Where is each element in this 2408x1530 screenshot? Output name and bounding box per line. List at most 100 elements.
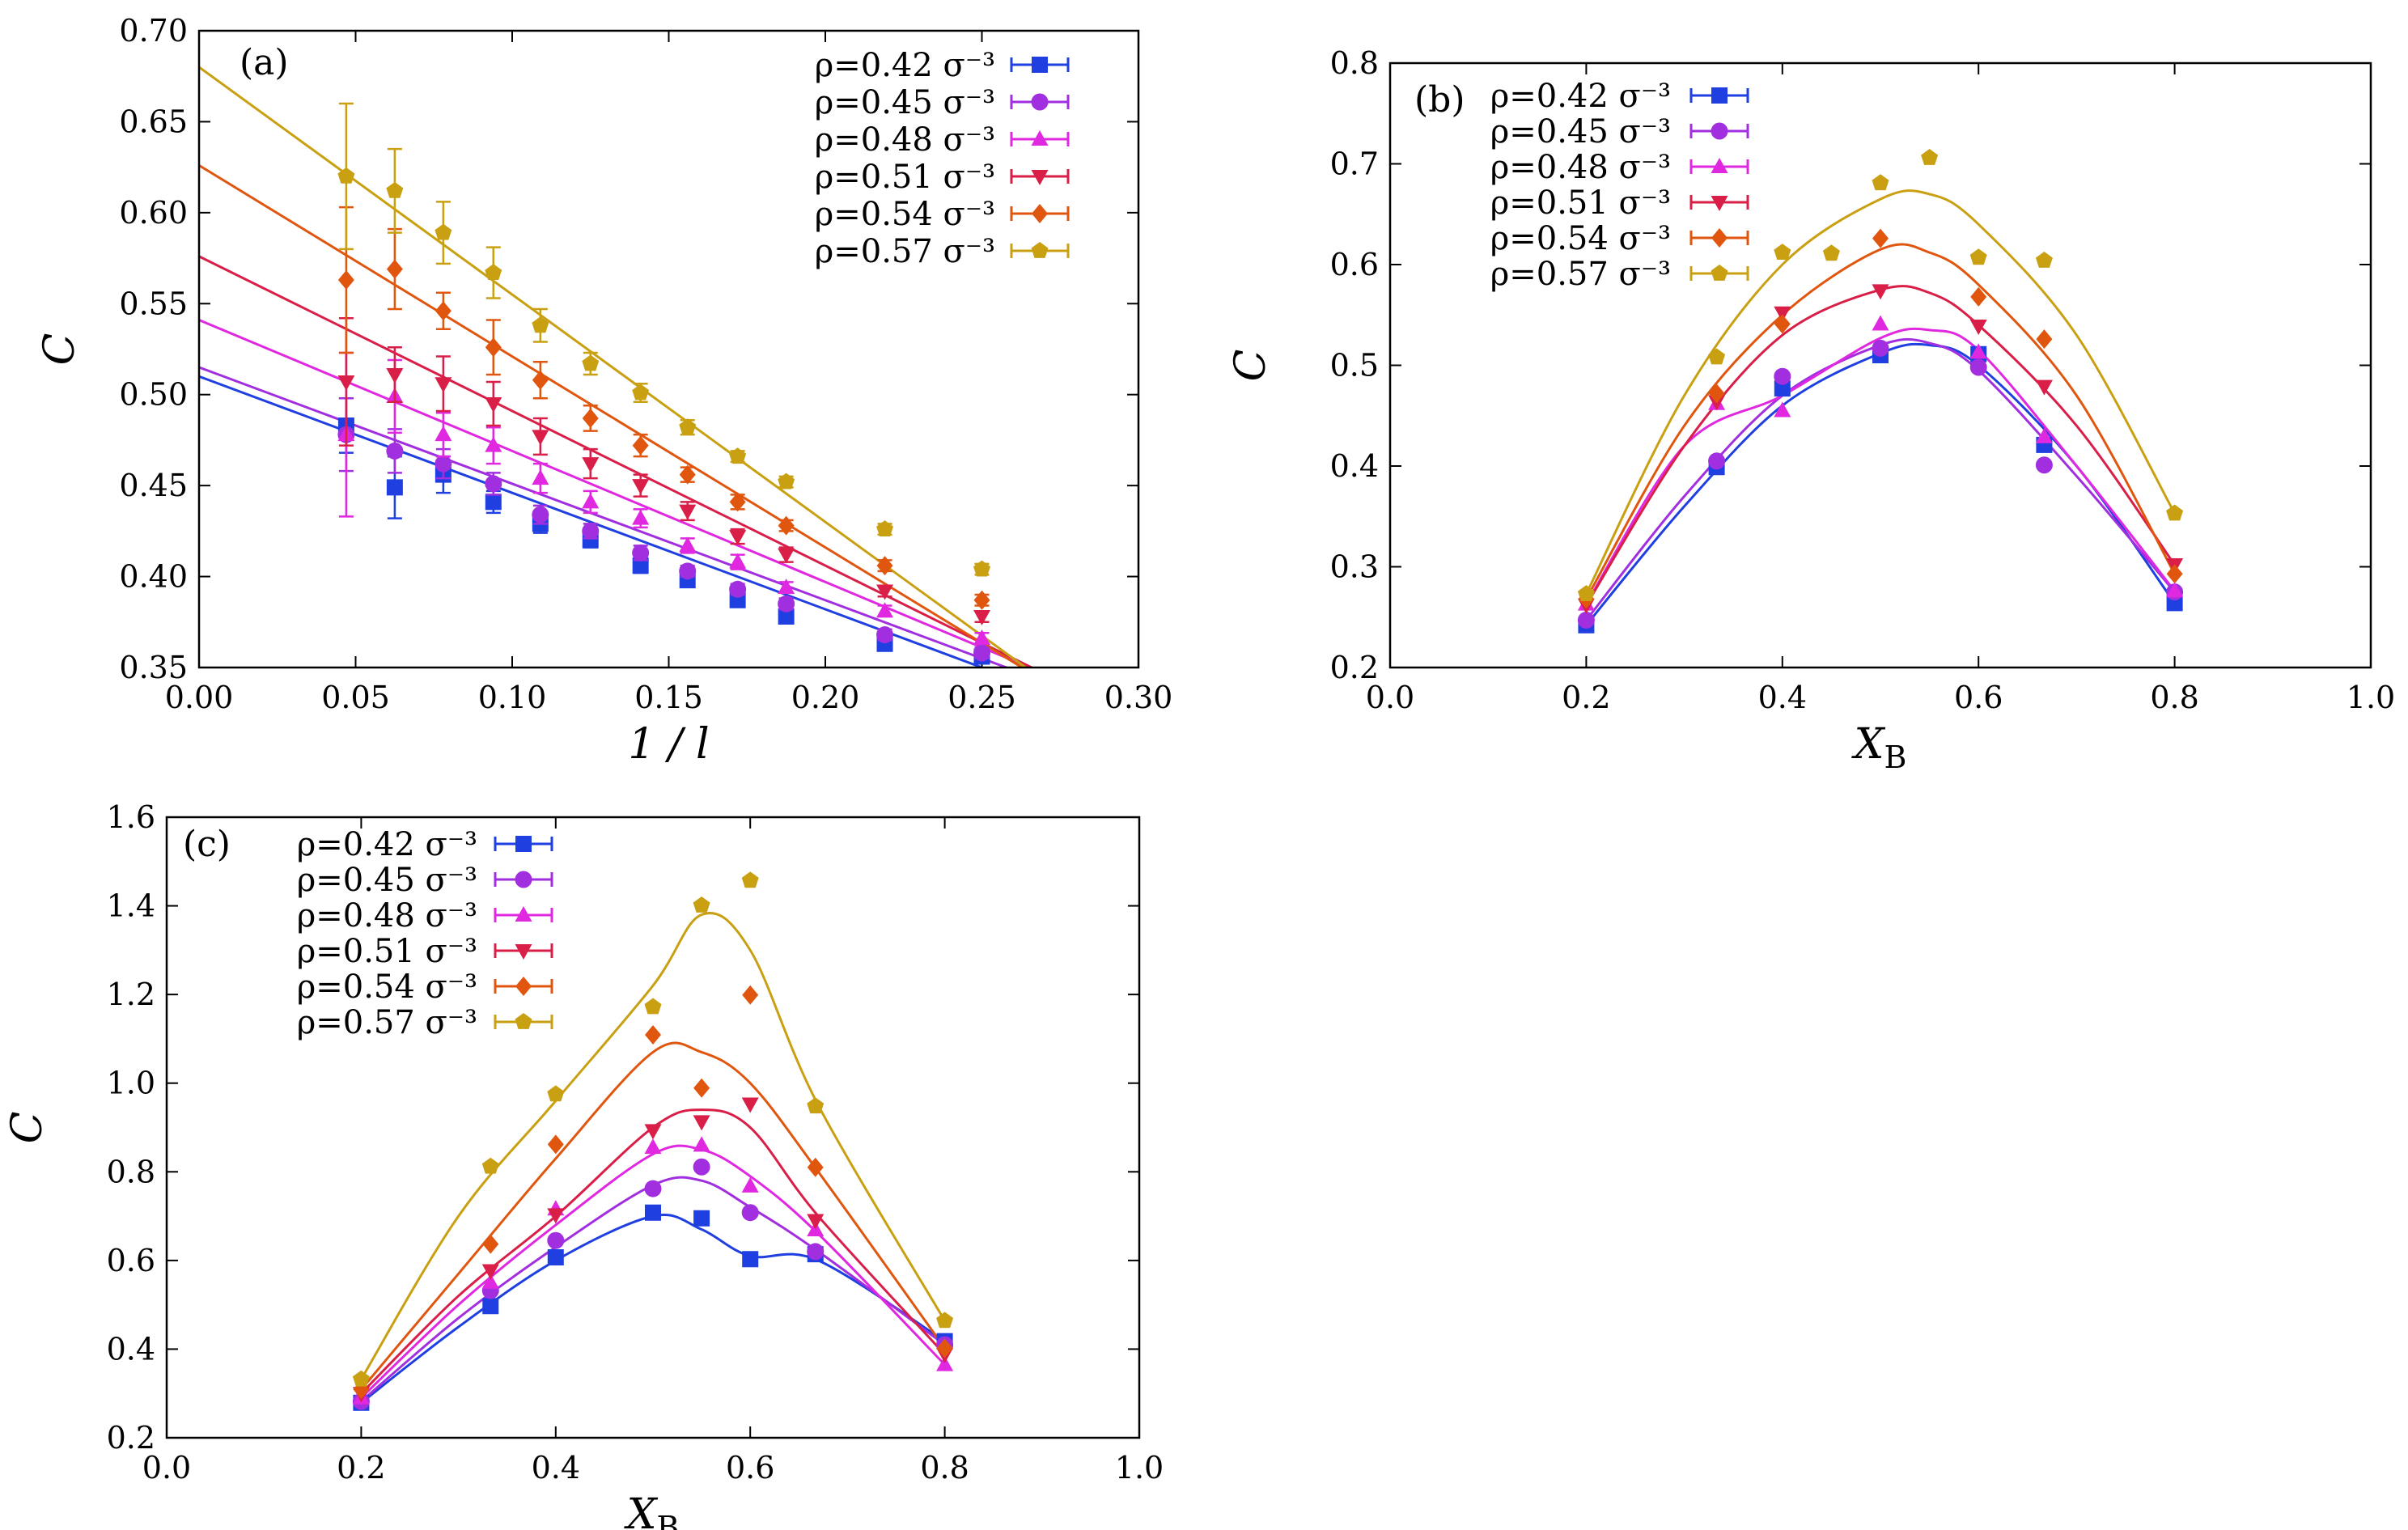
data-point bbox=[435, 455, 452, 473]
data-point bbox=[482, 1298, 499, 1315]
data-point bbox=[778, 473, 795, 490]
data-point bbox=[632, 384, 650, 401]
data-point bbox=[2166, 504, 2184, 521]
data-point bbox=[741, 871, 759, 888]
legend: ρ=0.42 σ⁻³ρ=0.45 σ⁻³ρ=0.48 σ⁻³ρ=0.51 σ⁻³… bbox=[1490, 78, 1749, 293]
data-point bbox=[645, 1204, 661, 1221]
x-tick-label: 0.25 bbox=[948, 680, 1016, 715]
fit-curve bbox=[1585, 327, 2176, 605]
series-5 bbox=[360, 1041, 946, 1391]
x-axis-label: XB bbox=[624, 1490, 680, 1530]
data-point bbox=[693, 1078, 710, 1098]
plot-area bbox=[199, 66, 1035, 668]
data-point bbox=[876, 520, 893, 536]
data-point bbox=[1872, 315, 1889, 331]
legend-label: ρ=0.48 σ⁻³ bbox=[297, 897, 477, 935]
data-point bbox=[2166, 564, 2183, 584]
legend-label: ρ=0.57 σ⁻³ bbox=[297, 1004, 477, 1041]
data-point bbox=[532, 469, 549, 485]
data-point bbox=[2166, 582, 2184, 598]
legend-entry: ρ=0.48 σ⁻³ bbox=[815, 121, 1070, 159]
data-point bbox=[679, 464, 696, 485]
plot-frame bbox=[197, 29, 1140, 669]
data-point bbox=[644, 1138, 662, 1155]
data-point bbox=[1708, 452, 1726, 470]
legend-entry: ρ=0.51 σ⁻³ bbox=[297, 933, 553, 970]
data-point bbox=[1774, 401, 1791, 417]
data-point bbox=[1872, 228, 1889, 248]
y-tick-label: 0.50 bbox=[119, 377, 188, 413]
data-point bbox=[582, 408, 599, 428]
legend-entry: ρ=0.51 σ⁻³ bbox=[815, 159, 1070, 196]
y-tick-label: 0.2 bbox=[1330, 650, 1379, 685]
data-point bbox=[485, 494, 502, 511]
legend-entry: ρ=0.45 σ⁻³ bbox=[1490, 113, 1749, 150]
data-point bbox=[582, 457, 600, 473]
legend-label: ρ=0.45 σ⁻³ bbox=[1490, 113, 1671, 150]
legend-label: ρ=0.57 σ⁻³ bbox=[815, 233, 995, 270]
legend-label: ρ=0.48 σ⁻³ bbox=[1490, 149, 1671, 186]
data-point bbox=[679, 418, 697, 435]
legend-marker bbox=[1032, 57, 1048, 73]
y-axis-label: C bbox=[1227, 350, 1275, 382]
data-point bbox=[1969, 343, 1987, 359]
data-point bbox=[778, 608, 795, 625]
x-tick-label: 0.10 bbox=[478, 680, 547, 715]
data-point bbox=[2035, 379, 2053, 396]
legend-label: ρ=0.48 σ⁻³ bbox=[815, 121, 995, 159]
data-point bbox=[582, 522, 600, 540]
data-point bbox=[1969, 358, 1987, 376]
series-markers-3 bbox=[337, 351, 990, 646]
data-point bbox=[741, 1176, 759, 1193]
legend-entry: ρ=0.48 σ⁻³ bbox=[297, 897, 553, 935]
data-point bbox=[876, 584, 894, 600]
x-tick-label: 0.20 bbox=[791, 680, 860, 715]
data-point bbox=[2036, 329, 2053, 350]
data-point bbox=[532, 370, 549, 390]
data-point bbox=[547, 1208, 565, 1224]
x-tick-label: 0.8 bbox=[920, 1450, 969, 1485]
data-point bbox=[481, 1157, 499, 1174]
series-markers-6 bbox=[337, 102, 990, 577]
legend-entry: ρ=0.54 σ⁻³ bbox=[815, 196, 1070, 233]
data-point bbox=[729, 530, 747, 546]
legend-entry: ρ=0.48 σ⁻³ bbox=[1490, 149, 1749, 186]
series-markers-5 bbox=[1578, 228, 2183, 609]
fit-curve bbox=[1585, 342, 2176, 626]
data-point bbox=[778, 579, 795, 595]
data-point bbox=[337, 270, 354, 290]
legend-marker bbox=[1031, 93, 1049, 111]
data-point bbox=[1921, 149, 1939, 165]
x-tick-label: 0.0 bbox=[142, 1450, 191, 1485]
legend-entry: ρ=0.57 σ⁻³ bbox=[815, 233, 1070, 270]
legend-marker bbox=[1711, 265, 1728, 281]
y-tick-label: 0.6 bbox=[1330, 247, 1379, 282]
y-tick-label: 1.4 bbox=[107, 888, 155, 924]
x-tick-label: 0.4 bbox=[532, 1450, 580, 1485]
y-tick-label: 0.35 bbox=[119, 650, 188, 685]
y-axis-label: C bbox=[36, 333, 84, 366]
y-tick-label: 1.6 bbox=[107, 799, 155, 835]
x-tick-label: 0.2 bbox=[1562, 680, 1610, 715]
data-point bbox=[485, 337, 502, 358]
series-markers-6 bbox=[1577, 149, 2184, 601]
data-point bbox=[1969, 248, 1987, 265]
data-point bbox=[1774, 380, 1791, 397]
y-tick-label: 0.8 bbox=[1330, 45, 1379, 81]
y-tick-label: 0.2 bbox=[107, 1420, 155, 1456]
legend-marker bbox=[515, 871, 532, 888]
data-point bbox=[1872, 174, 1889, 191]
data-point bbox=[482, 1234, 499, 1254]
y-tick-label: 0.4 bbox=[107, 1331, 155, 1367]
data-point bbox=[729, 447, 747, 464]
legend-marker bbox=[1031, 170, 1049, 185]
x-tick-label: 0.00 bbox=[165, 680, 234, 715]
x-tick-label: 0.30 bbox=[1104, 680, 1173, 715]
data-point bbox=[1708, 384, 1725, 404]
legend-label: ρ=0.54 σ⁻³ bbox=[297, 968, 477, 1006]
panel-label: (b) bbox=[1414, 79, 1465, 121]
data-point bbox=[778, 515, 795, 536]
data-point bbox=[532, 430, 549, 446]
data-point bbox=[1822, 244, 1840, 261]
y-tick-label: 0.5 bbox=[1330, 348, 1379, 384]
